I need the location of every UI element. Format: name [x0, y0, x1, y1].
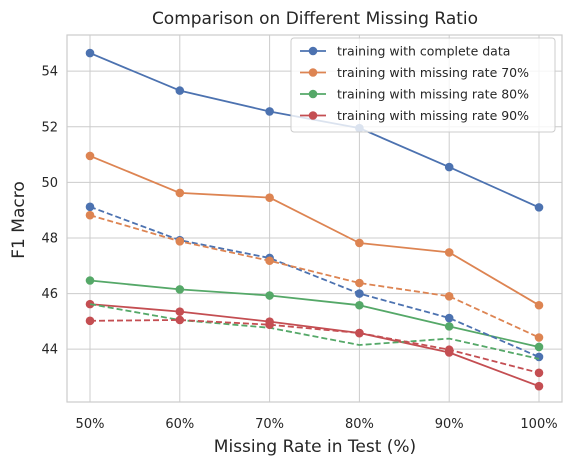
data-point	[444, 292, 454, 301]
series-7	[89, 303, 540, 360]
data-point	[265, 291, 274, 300]
x-tick-labels: 50% 60% 70% 80% 90% 100%	[76, 417, 558, 432]
data-point	[175, 188, 185, 198]
x-axis-title: Missing Rate in Test (%)	[214, 437, 416, 457]
y-axis-title: F1 Macro	[9, 181, 29, 258]
x-tick-label: 70%	[255, 417, 284, 432]
data-point	[265, 320, 274, 330]
series-line	[89, 303, 540, 388]
data-point	[265, 107, 274, 116]
series-line	[89, 214, 540, 339]
x-tick-label: 100%	[520, 417, 557, 432]
data-point	[85, 210, 95, 220]
data-point	[534, 352, 544, 362]
data-point	[444, 313, 454, 323]
series-3	[85, 276, 544, 352]
legend-marker	[308, 89, 318, 99]
data-point	[175, 86, 185, 95]
data-point	[175, 285, 185, 294]
legend-marker	[308, 68, 318, 77]
data-point	[534, 368, 544, 378]
data-point	[534, 203, 544, 212]
legend-label: training with missing rate 70%	[337, 65, 529, 80]
series-line	[89, 155, 540, 306]
data-point	[355, 328, 364, 338]
y-tick-label: 44	[41, 343, 58, 358]
data-point	[444, 345, 454, 355]
legend-label: training with complete data	[337, 44, 510, 59]
data-point	[355, 300, 364, 310]
data-point	[444, 162, 454, 172]
data-point	[355, 289, 364, 298]
series-2	[85, 151, 544, 310]
legend-box	[290, 37, 556, 133]
x-tick-label: 60%	[165, 417, 194, 432]
data-point	[355, 278, 364, 288]
legend-item: training with missing rate 80%	[300, 87, 529, 102]
series-line	[89, 319, 540, 374]
data-point	[444, 322, 454, 331]
data-point	[534, 333, 544, 342]
series-line	[89, 205, 540, 358]
x-tick-label: 90%	[435, 417, 464, 432]
legend-marker	[308, 46, 318, 56]
legend-label: training with missing rate 80%	[337, 87, 529, 102]
data-point	[85, 151, 95, 161]
series-6	[85, 210, 544, 342]
x-tick-label: 80%	[345, 417, 374, 432]
data-point	[534, 300, 544, 310]
x-tick-label: 50%	[76, 417, 105, 432]
y-tick-label: 54	[41, 65, 58, 80]
legend-item: training with complete data	[300, 44, 510, 59]
data-point	[175, 315, 185, 325]
plot-area-frame	[66, 34, 563, 403]
y-tick-labels: 44 46 48 50 52 54	[41, 65, 58, 358]
data-point	[265, 193, 274, 202]
y-tick-label: 50	[41, 176, 58, 191]
y-tick-label: 52	[41, 120, 58, 135]
data-point	[444, 248, 454, 257]
data-point	[85, 202, 95, 212]
series-8	[85, 315, 544, 378]
data-point	[534, 342, 544, 352]
data-point	[175, 236, 185, 246]
y-tick-label: 46	[41, 287, 58, 302]
data-point	[265, 256, 274, 266]
data-point	[175, 307, 185, 316]
data-point	[355, 238, 364, 248]
data-point	[85, 276, 95, 285]
legend-label: training with missing rate 90%	[337, 108, 529, 123]
legend-marker	[308, 111, 318, 120]
legend-item: training with missing rate 90%	[300, 108, 529, 123]
legend: training with complete data training with…	[290, 37, 556, 133]
legend-item: training with missing rate 70%	[300, 65, 529, 80]
data-point	[534, 381, 544, 391]
data-point	[85, 48, 95, 58]
data-point	[85, 316, 95, 326]
y-tick-label: 48	[41, 231, 58, 246]
series-line	[89, 303, 540, 360]
chart-title: Comparison on Different Missing Ratio	[152, 9, 478, 29]
series-line	[89, 279, 540, 348]
